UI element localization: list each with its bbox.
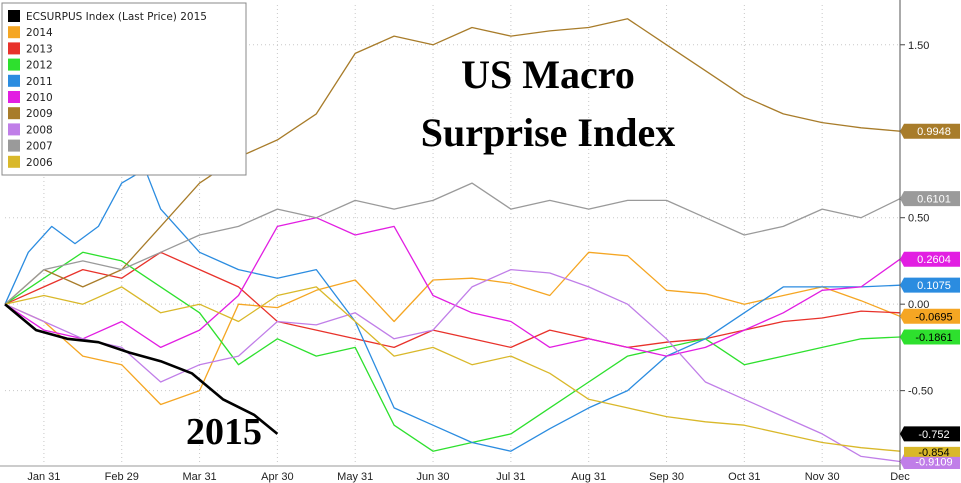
x-tick-label: Jul 31 xyxy=(496,471,525,483)
series-line-2014 xyxy=(4,251,901,406)
legend-label: 2006 xyxy=(26,157,53,169)
series-line-2011 xyxy=(4,168,901,452)
legend-swatch xyxy=(8,26,20,39)
last-value-text: 0.6101 xyxy=(917,194,951,206)
legend-label: 2010 xyxy=(26,92,53,104)
last-value-tag-bg xyxy=(900,308,960,324)
legend-label: 2009 xyxy=(26,108,53,120)
series-line-2015 xyxy=(4,303,279,435)
legend-swatch xyxy=(8,42,20,55)
last-value-tag-bg xyxy=(900,454,960,470)
legend-swatch xyxy=(8,107,20,120)
title-line-1: US Macro xyxy=(461,52,635,97)
last-value-labels: -0.752 -0.0695 -0.1861 0.1075 0.2604 0.9948 -0… xyxy=(900,123,960,470)
legend-swatch xyxy=(8,91,20,103)
x-tick-label: Dec xyxy=(890,471,910,483)
legend-label: 2012 xyxy=(26,60,53,72)
series-line-2013 xyxy=(4,251,901,349)
legend-label: ECSURPUS Index (Last Price) 2015 xyxy=(26,11,207,23)
last-value-tag-bg xyxy=(900,123,960,139)
year-annotation: 2015 xyxy=(186,411,262,453)
last-value-tag: 0.6101 xyxy=(900,191,960,207)
last-value-text: 0.2604 xyxy=(917,254,951,266)
last-value-text: -0.752 xyxy=(918,429,949,441)
x-tick-label: Mar 31 xyxy=(182,471,216,483)
last-value-tag: 0.2604 xyxy=(900,251,960,267)
legend-box xyxy=(1,2,247,176)
legend-label: 2013 xyxy=(26,43,53,55)
legend-swatch xyxy=(8,10,20,22)
series-line-2006 xyxy=(4,286,901,452)
x-tick-label: Jun 30 xyxy=(417,471,450,483)
last-value-tag-bg xyxy=(904,446,960,457)
last-value-tag-bg xyxy=(900,277,960,293)
y-tick-label: -0.50 xyxy=(908,386,933,398)
chart-title: US Macro Surprise Index xyxy=(421,52,676,155)
legend: ECSURPUS Index (Last Price) 2015 2014 2013… xyxy=(1,2,247,176)
series-lines xyxy=(4,18,901,463)
axes: Jan 31 Feb 29 Mar 31 Apr 30 May 31 Jun 30 Jul … xyxy=(0,0,933,483)
legend-swatch xyxy=(8,155,20,168)
last-value-tag: -0.1861 xyxy=(900,329,960,345)
last-value-tag-bg xyxy=(900,426,960,442)
legend-label: 2008 xyxy=(26,124,53,136)
legend-swatch xyxy=(8,123,20,136)
last-value-text: -0.0695 xyxy=(915,311,952,323)
legend-swatch xyxy=(8,58,20,71)
last-value-tag: 0.9948 xyxy=(900,123,960,139)
legend-label: 2014 xyxy=(26,27,53,39)
last-value-tag-bg xyxy=(900,251,960,267)
legend-swatch xyxy=(8,139,20,152)
x-tick-label: Nov 30 xyxy=(805,471,840,483)
legend-swatch xyxy=(8,74,20,87)
last-value-tag: -0.9109 xyxy=(900,454,960,470)
x-tick-label: Apr 30 xyxy=(261,471,293,483)
x-tick-label: Oct 31 xyxy=(728,471,760,483)
last-value-tag: -0.854 xyxy=(904,446,960,459)
series-line-2007 xyxy=(4,182,901,305)
last-value-tag: 0.1075 xyxy=(900,277,960,293)
last-value-tag: -0.752 xyxy=(900,426,960,442)
last-value-text: 0.9948 xyxy=(917,126,951,138)
last-value-tag-bg xyxy=(900,329,960,345)
x-tick-label: Aug 31 xyxy=(571,471,606,483)
series-line-2012 xyxy=(4,251,901,452)
last-value-text: 0.1075 xyxy=(917,280,951,292)
last-value-text: -0.854 xyxy=(918,447,949,459)
legend-label: 2007 xyxy=(26,141,53,153)
last-value-text: -0.9109 xyxy=(915,457,952,469)
title-line-2: Surprise Index xyxy=(421,110,676,155)
series-line-2008 xyxy=(4,268,901,463)
legend-label: 2011 xyxy=(26,76,53,88)
last-value-text: -0.1861 xyxy=(915,332,952,344)
last-value-tag: -0.0695 xyxy=(900,308,960,324)
y-tick-label: 1.50 xyxy=(908,40,929,52)
x-tick-label: May 31 xyxy=(337,471,373,483)
x-tick-label: Jan 31 xyxy=(27,471,60,483)
x-tick-label: Feb 29 xyxy=(105,471,139,483)
series-line-2009 xyxy=(4,18,901,305)
series-line-2010 xyxy=(4,217,901,357)
last-value-tag-bg xyxy=(900,191,960,207)
x-tick-label: Sep 30 xyxy=(649,471,684,483)
y-tick-label: 0.50 xyxy=(908,213,929,225)
y-tick-label: 0.00 xyxy=(908,299,929,311)
